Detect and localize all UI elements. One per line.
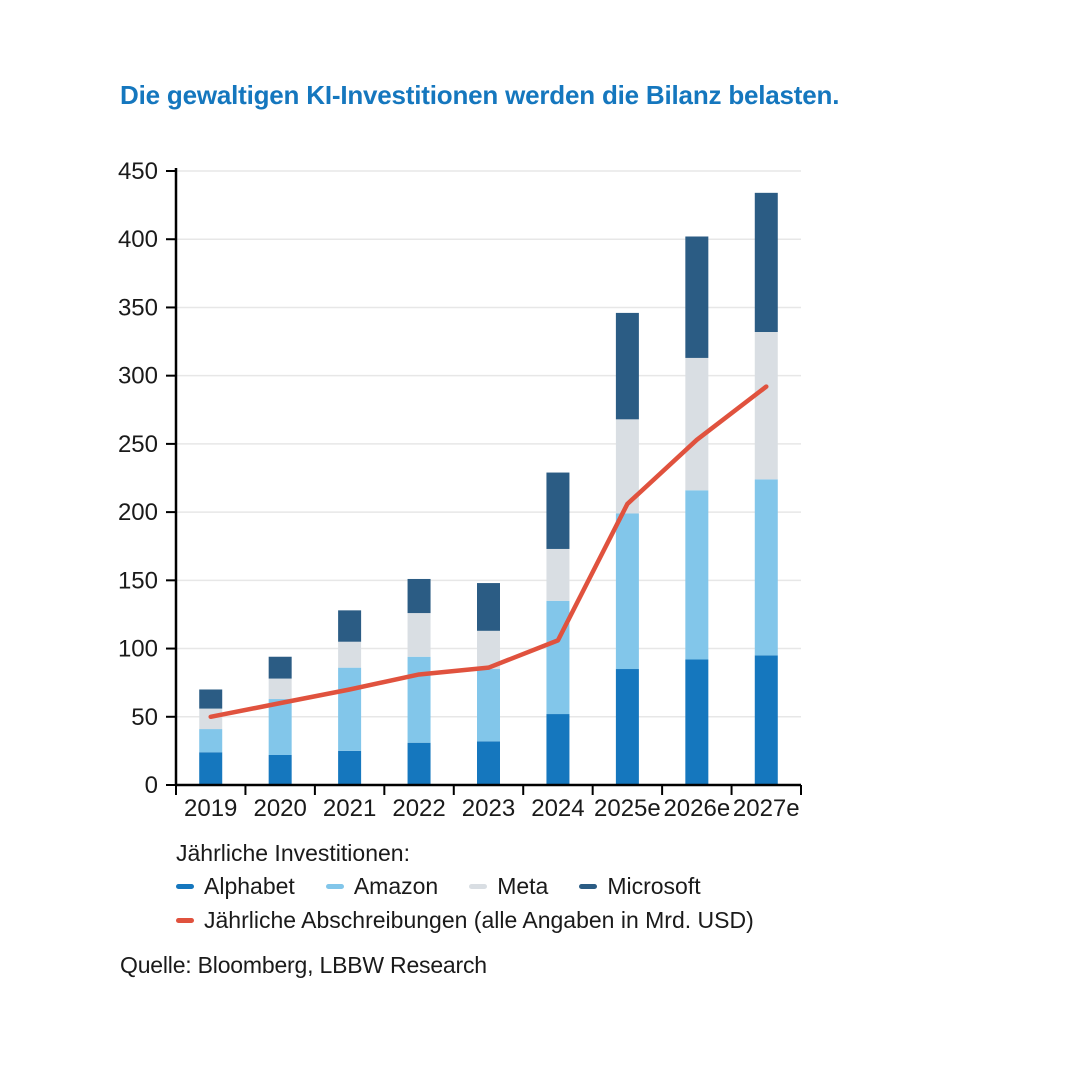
legend-label: Meta: [497, 873, 549, 899]
bar-segment-meta-2025e: [615, 419, 639, 514]
y-axis-label: 350: [118, 294, 158, 321]
legend-item-amazon: Amazon: [325, 873, 439, 900]
bar-segment-alphabet-2026e: [685, 659, 709, 785]
depreciation-line: [208, 384, 769, 720]
x-axis-label: 2025e: [594, 795, 661, 822]
microsoft-swatch-icon: [579, 884, 598, 889]
x-axis-label: 2027e: [733, 795, 800, 822]
x-axis-label: 2021: [323, 795, 376, 822]
bar-segment-meta-2023: [477, 630, 500, 670]
bar-segment-amazon-2025e: [615, 513, 639, 670]
bar-segment-alphabet-2025e: [615, 669, 639, 785]
bar-segment-amazon-2024: [546, 600, 570, 715]
bar-segment-meta-2022: [407, 613, 431, 657]
legend-item-microsoft: Microsoft: [579, 873, 701, 900]
bars-group: [199, 192, 778, 785]
meta-swatch-icon: [469, 884, 488, 889]
legend-item-alphabet: Alphabet: [176, 873, 295, 900]
bar-segment-meta-2024: [546, 548, 570, 601]
page-title: Die gewaltigen KI-Investitionen werden d…: [120, 80, 840, 110]
y-axis-label: 300: [118, 363, 158, 390]
x-axis-label: 2026e: [663, 795, 730, 822]
bar-segment-microsoft-2027e: [754, 192, 778, 333]
bar-segment-amazon-2026e: [685, 490, 709, 660]
bar-segment-microsoft-2023: [477, 583, 500, 631]
bar-segment-microsoft-2021: [338, 610, 362, 642]
bar-segment-meta-2021: [338, 641, 362, 668]
legend-row-line: Jährliche Abschreibungen (alle Angaben i…: [176, 907, 754, 934]
bar-segment-amazon-2022: [407, 656, 431, 743]
y-axis-label: 0: [145, 772, 158, 799]
x-axis-labels: 2019 2020 2021 2022 2023 2024 2025e 2026e 2027e: [184, 795, 800, 822]
x-axis-label: 2019: [184, 795, 237, 822]
y-axis-label: 400: [118, 226, 158, 253]
bar-segment-amazon-2019: [199, 729, 223, 753]
legend-item-depreciation: Jährliche Abschreibungen (alle Angaben i…: [176, 907, 754, 934]
bar-segment-alphabet-2020: [268, 754, 292, 785]
bar-segment-microsoft-2026e: [685, 236, 709, 358]
bar-segment-amazon-2021: [338, 667, 362, 751]
bar-segment-alphabet-2021: [338, 750, 362, 785]
x-axis-label: 2022: [392, 795, 445, 822]
y-axis-labels: 0 50 100 150 200 250 300 350 400 450: [118, 158, 158, 799]
x-axis-label: 2020: [253, 795, 306, 822]
y-axis-label: 100: [118, 636, 158, 663]
legend-item-meta: Meta: [469, 873, 548, 900]
bar-segment-alphabet-2022: [407, 742, 431, 785]
bar-segment-amazon-2023: [477, 669, 500, 742]
bar-segment-alphabet-2019: [199, 752, 223, 785]
legend-label: Microsoft: [607, 873, 701, 899]
bar-segment-meta-2020: [268, 678, 292, 700]
legend-row-series: Alphabet Amazon Meta Microsoft: [176, 873, 754, 900]
alphabet-swatch-icon: [176, 884, 194, 889]
y-axis-label: 250: [118, 431, 158, 458]
legend-label: Jährliche Abschreibungen (alle Angaben i…: [204, 907, 754, 933]
y-axis-label: 150: [118, 567, 158, 594]
bar-segment-microsoft-2020: [268, 656, 292, 679]
bar-segment-microsoft-2024: [546, 472, 570, 549]
amazon-swatch-icon: [325, 884, 344, 889]
x-axis-label: 2023: [462, 795, 515, 822]
x-axis-label: 2024: [531, 795, 584, 822]
bar-segment-meta-2026e: [685, 357, 709, 491]
legend-label: Amazon: [353, 873, 439, 899]
bar-segment-microsoft-2019: [199, 689, 223, 709]
source-note: Quelle: Bloomberg, LBBW Research: [120, 952, 487, 978]
bar-segment-amazon-2020: [268, 699, 292, 755]
axes: [166, 168, 802, 795]
legend: Jährliche Investitionen: Alphabet Amazon…: [176, 840, 754, 934]
y-axis-label: 50: [131, 704, 158, 731]
bar-segment-alphabet-2023: [477, 741, 500, 785]
bar-segment-microsoft-2022: [407, 578, 431, 614]
y-axis-label: 200: [118, 499, 158, 526]
legend-heading: Jährliche Investitionen:: [176, 840, 410, 866]
bar-segment-meta-2027e: [754, 332, 778, 480]
bar-segment-alphabet-2024: [546, 714, 570, 785]
y-axis-label: 450: [118, 158, 158, 185]
depreciation-line-swatch-icon: [176, 918, 194, 923]
legend-label: Alphabet: [204, 873, 295, 899]
bar-segment-amazon-2027e: [754, 479, 778, 656]
bar-segment-alphabet-2027e: [754, 655, 778, 785]
bar-segment-microsoft-2025e: [615, 312, 639, 420]
